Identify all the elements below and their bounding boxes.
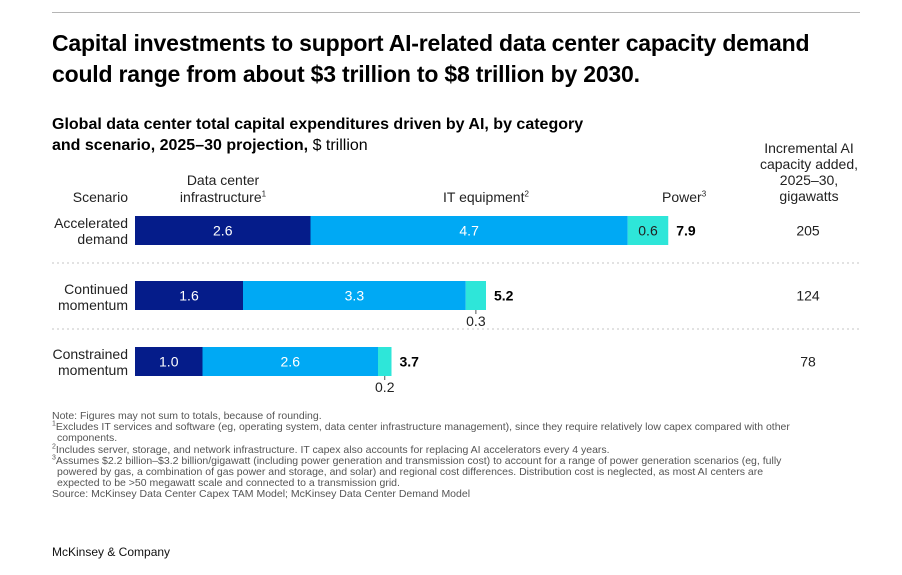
chart-headline: Capital investments to support AI-relate… [52, 30, 810, 87]
capacity-column-header: Incremental AI capacity added, 2025–30, … [754, 140, 864, 204]
stacked-bar-chart: 2.6 4.7 0.6 7.9 205 1.6 3.3 0.3 5.2 124 1.0 2.6 0.2 3… [52, 216, 860, 395]
note-rounding: Note: Figures may not sum to totals, bec… [52, 410, 322, 422]
footnote-marker: 3 [701, 189, 707, 199]
bar-it-equipment-accelerated-demand [310, 216, 628, 245]
chart-subtitle: Global data center total capital expendi… [52, 114, 612, 156]
data-label: 0.6 [638, 223, 658, 239]
capacity-header-line: capacity added, [759, 156, 859, 172]
total-label: 5.2 [494, 288, 514, 304]
data-label: 3.3 [345, 288, 365, 304]
data-label: 4.7 [459, 223, 479, 239]
footnote-number: 1 [52, 420, 56, 428]
bar-it-equipment-constrained-momentum [202, 347, 378, 376]
row-label-line: Constrained [52, 346, 129, 362]
data-label: 2.6 [213, 223, 233, 239]
row-label-line: momentum [57, 362, 128, 378]
footnote-number: 3 [52, 454, 56, 462]
bar-power-constrained-momentum [378, 347, 392, 376]
legend-label-text: infrastructure [179, 189, 262, 205]
row-label-line: momentum [57, 297, 128, 313]
capacity-header-line: 2025–30, [779, 172, 839, 188]
total-label: 7.9 [676, 223, 696, 239]
data-label: 0.2 [375, 379, 395, 395]
capacity-value: 205 [796, 223, 820, 239]
source-line: Source: McKinsey Data Center Capex TAM M… [52, 488, 471, 501]
bar-power-accelerated-demand [627, 216, 669, 245]
footnote-marker: 2 [524, 189, 529, 199]
capacity-header-line: Incremental AI [764, 140, 854, 156]
bar-power-continued-momentum [465, 281, 486, 310]
footnote-3: 3Assumes $2.2 billion–$3.2 billion/gigaw… [52, 454, 852, 467]
legend-label-text: Power [662, 189, 702, 205]
row-label-continued-momentum: Continued momentum [28, 281, 128, 313]
bar-data-center-infrastructure-continued-momentum [135, 281, 243, 310]
footnote-1-continued: components. [57, 432, 118, 445]
footnote-1: 1Excludes IT services and software (eg, … [52, 420, 852, 434]
legend-power: Power3 [662, 189, 706, 206]
row-label-line: demand [77, 231, 128, 247]
top-rule [52, 12, 860, 13]
scenario-column-header: Scenario [72, 189, 128, 205]
footnote-2: 2Includes server, storage, and network i… [52, 443, 852, 456]
data-label: 1.0 [159, 354, 179, 370]
footnote-3-continued: powered by gas, a combination of gas pow… [57, 466, 764, 479]
footnote-marker: 1 [261, 189, 267, 199]
capacity-value: 124 [796, 288, 820, 304]
data-label: 1.6 [179, 288, 199, 304]
footnote-text: Assumes $2.2 billion–$3.2 billion/gigawa… [55, 454, 782, 467]
row-label-constrained-momentum: Constrained momentum [28, 346, 129, 378]
brand-logo-text: McKinsey & Company [52, 545, 171, 559]
legend-it-equipment: IT equipment2 [443, 189, 529, 206]
footnote-text: Includes server, storage, and network in… [55, 443, 610, 456]
row-label-line: Continued [64, 281, 128, 297]
bar-data-center-infrastructure-accelerated-demand [135, 216, 311, 245]
row-label-line: Accelerated [54, 215, 128, 231]
subtitle-unit: $ trillion [312, 137, 368, 154]
legend-data-center-infrastructure: Data center infrastructure1 [168, 172, 278, 206]
chart-notes: Note: Figures may not sum to totals, bec… [52, 410, 852, 501]
capacity-header-line: gigawatts [779, 188, 839, 204]
row-label-accelerated-demand: Accelerated demand [28, 215, 128, 247]
total-label: 3.7 [400, 354, 420, 370]
footnote-text: Excludes IT services and software (eg, o… [55, 421, 790, 434]
footnote-3-continued: expected to be >50 megawatt scale and co… [57, 477, 400, 490]
data-label: 2.6 [281, 354, 301, 370]
legend-label-line: infrastructure1 [168, 189, 278, 206]
subtitle-main: Global data center total capital expendi… [52, 116, 584, 154]
bar-it-equipment-continued-momentum [243, 281, 466, 310]
footnote-number: 2 [52, 443, 56, 451]
capacity-value: 78 [800, 354, 816, 370]
data-label: 0.3 [466, 313, 486, 329]
legend-label-text: IT equipment [443, 189, 525, 205]
legend-label-line: Data center [186, 172, 260, 188]
bar-data-center-infrastructure-constrained-momentum [135, 347, 203, 376]
